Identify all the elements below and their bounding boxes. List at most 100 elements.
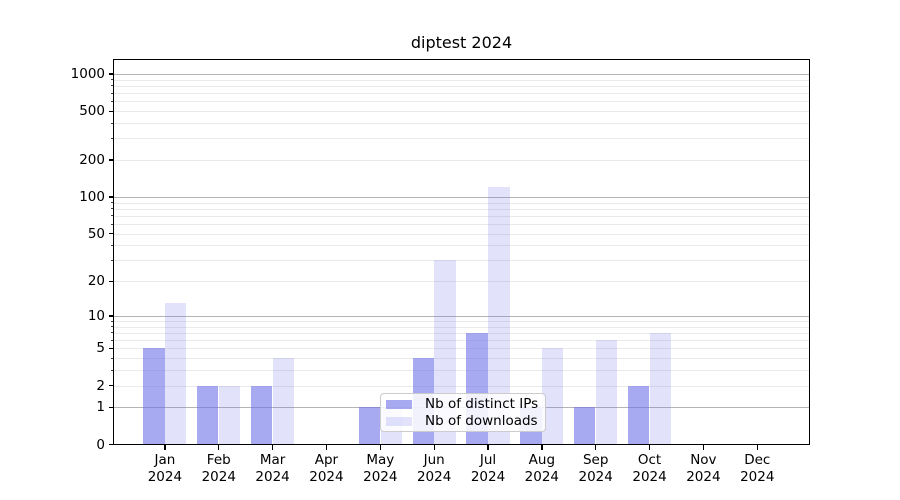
x-tick-mark [164,445,166,450]
x-tick-mark [756,445,758,450]
x-tick-mark [379,445,381,450]
y-tick-mark [109,110,113,112]
legend-swatch-downloads [386,416,412,426]
gridline-minor [114,321,809,323]
y-tick-label: 10 [87,307,105,324]
gridline-minor [114,326,809,328]
y-tick-mark-minor [110,122,113,124]
gridline-minor [114,93,809,95]
y-tick-label: 500 [79,103,105,120]
x-tick-mark [218,445,220,450]
chart-title: diptest 2024 [410,33,513,52]
y-tick-mark-minor [110,259,113,261]
bar-nb-of-downloads-aug-2024 [542,348,564,445]
gridline-minor [114,281,809,283]
x-tick-label: Jan 2024 [147,452,183,485]
y-tick-mark-minor [110,137,113,139]
gridline-minor [114,340,809,342]
bar-nb-of-distinct-ips-mar-2024 [251,385,273,445]
y-tick-mark [109,159,113,161]
legend-item: Nb of distinct IPs [386,396,539,413]
legend: Nb of distinct IPs Nb of downloads [380,393,546,432]
x-tick-label: Nov 2024 [686,452,721,485]
y-tick-mark-minor [110,244,113,246]
y-tick-mark-minor [110,339,113,341]
plot-area [113,59,810,445]
y-tick-label: 20 [87,273,105,290]
gridline-minor [114,111,809,113]
gridline-minor [114,370,809,372]
x-tick-mark [595,445,597,450]
y-tick-label: 2 [96,377,105,394]
bar-nb-of-downloads-jan-2024 [165,302,187,445]
y-tick-mark [109,347,113,350]
x-tick-label: Mar 2024 [255,452,290,485]
x-tick-label: Apr 2024 [309,452,344,485]
x-tick-label: Jun 2024 [416,452,452,485]
y-tick-label: 50 [87,225,105,242]
gridline-minor [114,348,809,350]
y-tick-mark-minor [110,79,113,81]
y-tick-label: 5 [96,340,105,357]
gridline-minor [114,385,809,387]
y-tick-mark-minor [110,223,113,225]
x-tick-label: Dec 2024 [740,452,775,485]
bar-nb-of-downloads-oct-2024 [649,332,672,445]
y-tick-mark-minor [110,208,113,210]
y-tick-mark [109,406,113,409]
gridline-major [114,74,809,75]
gridline-minor [114,208,809,210]
x-tick-mark [325,445,328,450]
bar-nb-of-downloads-feb-2024 [219,385,241,445]
x-tick-mark [433,445,435,450]
legend-label-downloads: Nb of downloads [425,412,538,429]
y-tick-mark-minor [110,202,113,204]
y-tick-mark-minor [110,369,113,371]
bar-nb-of-downloads-jul-2024 [488,187,510,445]
gridline-minor [114,245,809,247]
x-tick-label: May 2024 [363,452,398,485]
y-tick-mark [109,73,113,75]
gridline-minor [114,138,809,140]
y-tick-mark-minor [110,85,113,87]
x-tick-mark [702,445,705,450]
gridline-major [114,315,809,317]
gridline-minor [114,260,809,262]
y-tick-label: 100 [79,189,105,205]
y-tick-mark [109,443,113,446]
y-tick-label: 0 [96,436,105,453]
x-tick-label: Jul 2024 [470,452,506,485]
x-tick-label: Feb 2024 [201,452,236,485]
y-tick-mark [109,384,113,387]
x-tick-mark [648,445,651,450]
gridline-minor [114,79,809,81]
bar-nb-of-distinct-ips-oct-2024 [627,385,650,445]
x-tick-label: Sep 2024 [578,452,613,485]
legend-swatch-distinct-ips [386,399,412,409]
bar-nb-of-downloads-mar-2024 [272,358,295,445]
x-tick-mark [541,445,543,450]
y-tick-mark-minor [110,215,113,217]
gridline-minor [114,233,809,235]
y-tick-mark [109,196,113,198]
x-tick-label: Aug 2024 [524,452,560,485]
x-tick-label: Oct 2024 [632,452,667,485]
y-tick-mark-minor [110,326,113,328]
bar-nb-of-distinct-ips-feb-2024 [197,385,219,445]
gridline-minor [114,332,809,334]
y-tick-mark [109,280,113,282]
gridline-minor [114,358,809,360]
legend-label-distinct-ips: Nb of distinct IPs [425,395,539,412]
bar-nb-of-distinct-ips-may-2024 [358,407,380,445]
bar-nb-of-distinct-ips-sep-2024 [574,407,596,445]
y-tick-mark [109,315,113,317]
gridline-major [114,197,809,198]
y-tick-label: 200 [79,152,105,169]
y-tick-mark-minor [110,92,113,94]
y-tick-label: 1000 [70,66,105,82]
bar-nb-of-distinct-ips-jan-2024 [143,348,165,445]
gridline-minor [114,123,809,125]
gridline-minor [114,101,809,103]
y-tick-mark-minor [110,320,113,322]
y-tick-mark-minor [110,357,113,359]
